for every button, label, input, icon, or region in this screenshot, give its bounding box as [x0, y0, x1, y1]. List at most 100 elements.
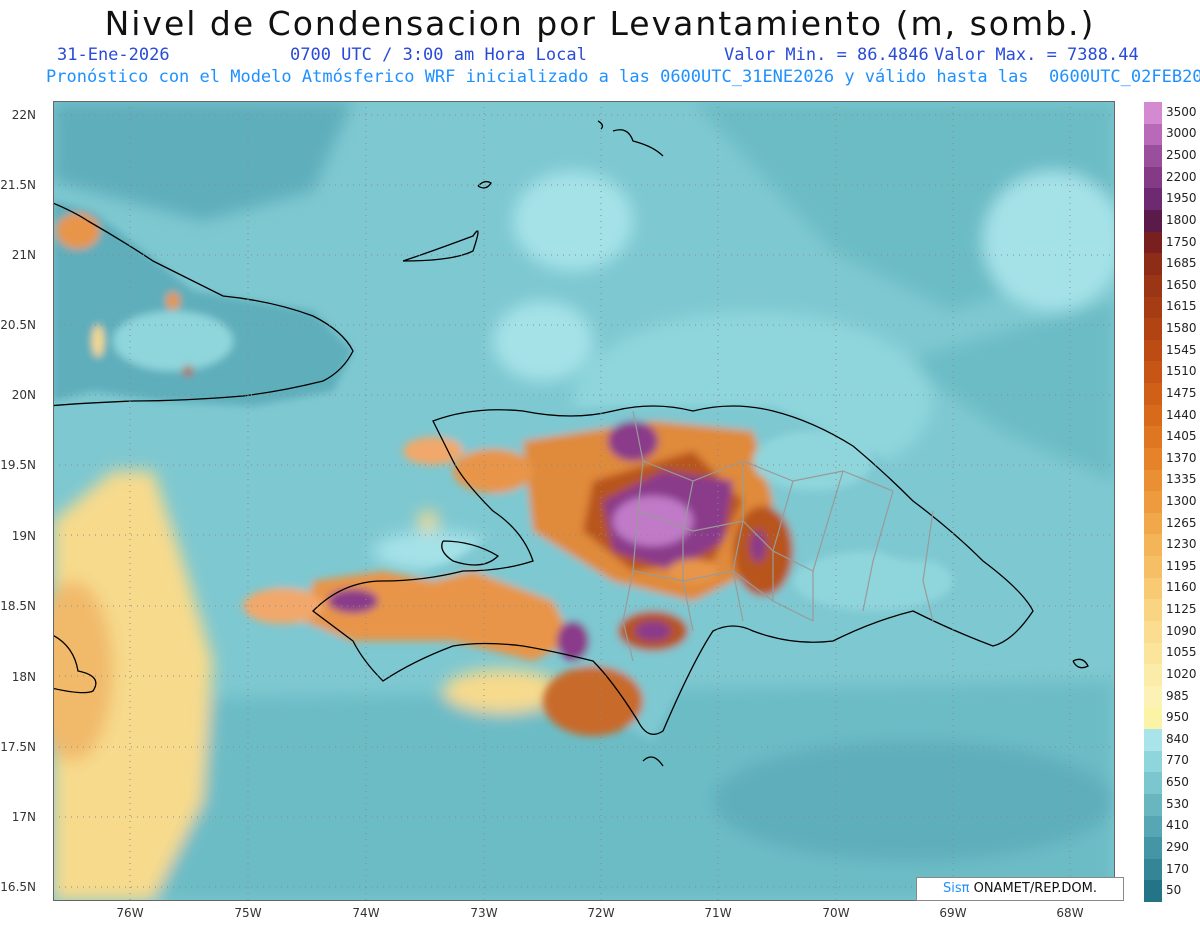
colorbar-swatch — [1144, 556, 1162, 579]
sispi-logo-text: Sisπ — [943, 881, 970, 896]
time-label: 0700 UTC / 3:00 am Hora Local — [290, 45, 587, 65]
colorbar-swatch — [1144, 318, 1162, 341]
colorbar-swatch — [1144, 837, 1162, 860]
colorbar-label: 1440 — [1166, 407, 1197, 422]
colorbar-swatch — [1144, 145, 1162, 168]
colorbar-swatch — [1144, 729, 1162, 752]
grid-lines — [53, 101, 1115, 901]
lon-label-74w: 74W — [352, 906, 380, 920]
colorbar — [1144, 102, 1162, 903]
colorbar-label: 985 — [1166, 688, 1189, 703]
coastlines — [53, 120, 1089, 767]
colorbar-swatch — [1144, 469, 1162, 492]
colorbar-label: 1265 — [1166, 515, 1197, 530]
colorbar-swatch — [1144, 253, 1162, 276]
lon-label-73w: 73W — [470, 906, 498, 920]
lon-label-75w: 75W — [234, 906, 262, 920]
colorbar-swatch — [1144, 102, 1162, 125]
colorbar-label: 1230 — [1166, 537, 1197, 552]
colorbar-label: 170 — [1166, 861, 1189, 876]
colorbar-swatch — [1144, 210, 1162, 233]
colorbar-swatch — [1144, 361, 1162, 384]
colorbar-swatch — [1144, 188, 1162, 211]
colorbar-swatch — [1144, 642, 1162, 665]
colorbar-swatch — [1144, 577, 1162, 600]
colorbar-label: 840 — [1166, 731, 1189, 746]
lon-label-70w: 70W — [822, 906, 850, 920]
colorbar-label: 1335 — [1166, 472, 1197, 487]
colorbar-label: 410 — [1166, 818, 1189, 833]
lat-label-20n: 20N — [11, 388, 36, 402]
credit-text: ONAMET/REP.DOM. — [969, 881, 1097, 896]
colorbar-label: 950 — [1166, 710, 1189, 725]
lon-label-68w: 68W — [1056, 906, 1084, 920]
colorbar-label: 50 — [1166, 883, 1182, 898]
lon-label-71w: 71W — [704, 906, 732, 920]
hispaniola-land-field — [243, 406, 1033, 741]
lat-label-20-5n: 20.5N — [0, 318, 36, 332]
colorbar-label: 3500 — [1166, 104, 1197, 119]
lat-label-18-5n: 18.5N — [0, 599, 36, 613]
lon-label-72w: 72W — [587, 906, 615, 920]
lat-label-19-5n: 19.5N — [0, 458, 36, 472]
lat-label-22n: 22N — [11, 108, 36, 122]
colorbar-swatch — [1144, 534, 1162, 557]
min-value-label: Valor Min. = 86.4846 — [724, 45, 929, 65]
date-label: 31-Ene-2026 — [57, 45, 170, 65]
colorbar-swatch — [1144, 339, 1162, 362]
colorbar-swatch — [1144, 620, 1162, 644]
colorbar-label: 1475 — [1166, 385, 1197, 400]
colorbar-swatch — [1144, 296, 1162, 319]
colorbar-swatch — [1144, 404, 1162, 427]
colorbar-label: 1750 — [1166, 234, 1197, 249]
colorbar-swatch — [1144, 707, 1162, 730]
colorbar-swatch — [1144, 512, 1162, 535]
colorbar-label: 1510 — [1166, 364, 1197, 379]
colorbar-swatch — [1144, 447, 1162, 471]
colorbar-label: 770 — [1166, 753, 1189, 768]
colorbar-swatch — [1144, 880, 1162, 903]
colorbar-label: 1160 — [1166, 580, 1197, 595]
colorbar-label: 1370 — [1166, 450, 1197, 465]
lon-label-69w: 69W — [939, 906, 967, 920]
chart-title: Nivel de Condensacion por Levantamiento … — [104, 4, 1096, 43]
forecast-map — [53, 101, 1115, 901]
colorbar-label: 1545 — [1166, 342, 1197, 357]
colorbar-swatch — [1144, 491, 1162, 514]
lat-label-17n: 17N — [11, 810, 36, 824]
colorbar-label: 1300 — [1166, 494, 1197, 508]
colorbar-swatch — [1144, 685, 1162, 708]
colorbar-label: 2500 — [1166, 148, 1197, 163]
colorbar-label: 1090 — [1166, 623, 1197, 638]
colorbar-swatch — [1144, 815, 1162, 838]
colorbar-label: 650 — [1166, 775, 1189, 790]
colorbar-swatch — [1144, 231, 1162, 254]
colorbar-label: 290 — [1166, 839, 1189, 854]
colorbar-label: 1685 — [1166, 256, 1197, 271]
colorbar-label: 1800 — [1166, 212, 1197, 227]
admin-borders — [622, 410, 934, 662]
colorbar-label: 1125 — [1166, 602, 1197, 617]
colorbar-label: 1055 — [1166, 645, 1197, 660]
colorbar-label: 1020 — [1166, 666, 1197, 681]
lat-label-21-5n: 21.5N — [0, 178, 36, 192]
model-info-line: Pronóstico con el Modelo Atmósferico WRF… — [46, 67, 1200, 87]
lon-label-76w: 76W — [116, 906, 144, 920]
colorbar-label: 2200 — [1166, 169, 1197, 184]
colorbar-swatch — [1144, 123, 1162, 146]
colorbar-swatch — [1144, 274, 1162, 298]
credit-box: Sisπ ONAMET/REP.DOM. — [916, 877, 1124, 901]
colorbar-label: 1950 — [1166, 191, 1197, 206]
colorbar-label: 530 — [1166, 796, 1189, 811]
colorbar-swatch — [1144, 383, 1162, 406]
lat-label-21n: 21N — [11, 248, 36, 262]
lat-label-18n: 18N — [11, 670, 36, 684]
colorbar-label: 1615 — [1166, 299, 1197, 314]
colorbar-swatch — [1144, 858, 1162, 881]
colorbar-label: 1195 — [1166, 558, 1197, 573]
colorbar-swatch — [1144, 426, 1162, 449]
cuba-land-field — [53, 201, 353, 406]
colorbar-label: 1650 — [1166, 277, 1197, 292]
max-value-label: Valor Max. = 7388.44 — [934, 45, 1139, 65]
colorbar-swatch — [1144, 664, 1162, 687]
